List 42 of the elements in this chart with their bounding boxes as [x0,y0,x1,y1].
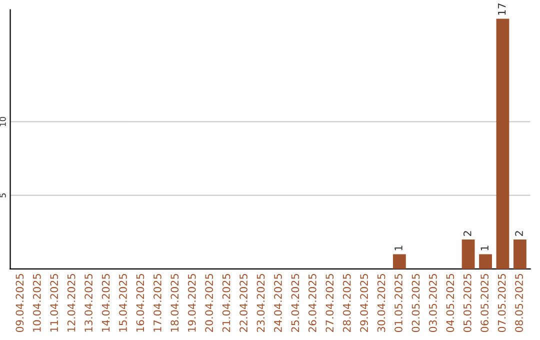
x-tick-label: 08.05.2025 [515,274,523,332]
x-tick-label: 09.04.2025 [16,274,24,332]
x-tick-label: 15.04.2025 [119,274,127,332]
bar [392,254,406,269]
x-tick-label: 05.05.2025 [463,274,472,332]
x-tick-label: 13.04.2025 [84,274,92,332]
x-tick-label: 17.04.2025 [153,274,162,332]
x-tick-label: 12.04.2025 [67,274,76,332]
x-tick-label: 10.04.2025 [32,274,41,332]
x-tick-label: 16.04.2025 [136,274,144,332]
x-tick-label: 28.04.2025 [342,274,351,332]
data-label: 2 [463,231,472,236]
x-tick-label: 25.04.2025 [291,274,300,332]
x-tick-label: 18.04.2025 [170,274,179,332]
y-tick-label: 5 [0,193,6,198]
data-label: 1 [394,246,402,250]
data-label: 2 [515,231,523,236]
x-tick-label: 27.04.2025 [326,274,334,332]
x-tick-label: 06.05.2025 [480,274,489,332]
x-tick-label: 22.04.2025 [240,274,248,332]
x-tick-label: 30.04.2025 [377,274,386,332]
x-tick-label: 11.04.2025 [50,274,58,332]
x-tick-label: 21.04.2025 [222,274,230,332]
x-tick-label: 29.04.2025 [360,274,368,332]
y-tick-label: 10 [0,116,6,126]
x-tick-label: 04.05.2025 [446,274,454,332]
x-tick-label: 20.04.2025 [205,274,214,332]
x-tick-label: 14.04.2025 [102,274,110,332]
bar [496,18,510,269]
bar [513,240,526,269]
bar [462,240,475,269]
x-tick-label: 23.04.2025 [256,274,265,332]
x-tick-label: 19.04.2025 [188,274,196,332]
x-tick-label: 02.05.2025 [412,274,420,332]
data-label: 17 [498,4,506,15]
x-tick-label: 03.05.2025 [428,274,437,332]
x-tick-label: 26.04.2025 [308,274,316,332]
x-tick-label: 07.05.2025 [498,274,506,332]
data-label: 1 [480,246,488,250]
bar [479,254,492,269]
x-tick-label: 01.05.2025 [394,274,402,332]
x-tick-label: 24.04.2025 [274,274,282,332]
